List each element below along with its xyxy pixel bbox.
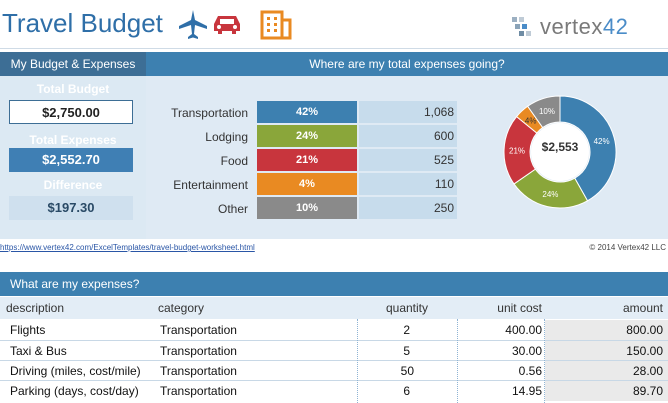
category-label-entertainment: Entertainment bbox=[173, 178, 248, 192]
percent-bar-entertainment: 4% bbox=[257, 173, 357, 195]
cell-amount: 89.70 bbox=[632, 384, 663, 398]
donut-label-other: 10% bbox=[539, 107, 555, 116]
donut-slice-other bbox=[526, 95, 561, 129]
percent-bar-food: 21% bbox=[257, 149, 357, 171]
vertex42-logo-text: vertex42 bbox=[540, 14, 629, 39]
page-title: Travel Budget bbox=[2, 8, 163, 38]
cell-description[interactable]: Parking (days, cost/day) bbox=[10, 384, 139, 398]
template-link[interactable]: https://www.vertex42.com/ExcelTemplates/… bbox=[0, 243, 255, 252]
table-row[interactable]: Driving (miles, cost/mile) Transportatio… bbox=[0, 361, 668, 381]
airplane-icon bbox=[179, 10, 207, 39]
category-label-transportation: Transportation bbox=[171, 106, 248, 120]
column-divider bbox=[544, 319, 545, 403]
donut-label-food: 21% bbox=[509, 146, 525, 155]
amount-entertainment: 110 bbox=[359, 173, 457, 195]
donut-label-entertainment: 4% bbox=[525, 117, 537, 126]
cell-description[interactable]: Taxi & Bus bbox=[10, 344, 67, 358]
total-budget-input[interactable]: $2,750.00 bbox=[9, 100, 133, 124]
difference-value: $197.30 bbox=[9, 196, 133, 220]
category-label-other: Other bbox=[217, 202, 248, 216]
cell-amount: 150.00 bbox=[626, 344, 663, 358]
total-expenses-value: $2,552.70 bbox=[9, 148, 133, 172]
donut-center-total: $2,553 bbox=[541, 140, 579, 154]
expenses-panel-title: What are my expenses? bbox=[0, 272, 668, 296]
column-divider bbox=[457, 319, 458, 403]
amount-other: 250 bbox=[359, 197, 457, 219]
table-row[interactable]: Flights Transportation 2 400.00 800.00 bbox=[0, 320, 668, 340]
car-icon bbox=[214, 16, 240, 34]
vertex42-logo-mark-icon bbox=[512, 17, 531, 36]
summary-panel-title: My Budget & Expenses bbox=[0, 52, 146, 76]
donut-hole bbox=[531, 123, 589, 181]
col-header-amount: amount bbox=[622, 301, 663, 315]
cell-category[interactable]: Transportation bbox=[160, 364, 237, 378]
cell-unit-cost[interactable]: 0.56 bbox=[518, 364, 542, 378]
cell-unit-cost[interactable]: 14.95 bbox=[511, 384, 542, 398]
amount-transportation: 1,068 bbox=[359, 101, 457, 123]
cell-amount: 800.00 bbox=[626, 323, 663, 337]
difference-label: Difference bbox=[43, 178, 103, 192]
donut-label-lodging: 24% bbox=[542, 190, 558, 199]
cell-description[interactable]: Driving (miles, cost/mile) bbox=[10, 364, 141, 378]
col-header-description: description bbox=[6, 301, 65, 315]
cell-unit-cost[interactable]: 400.00 bbox=[505, 323, 542, 337]
cell-category[interactable]: Transportation bbox=[160, 384, 237, 398]
expense-donut-chart: 42% 24% 21% 4%10% bbox=[503, 95, 617, 209]
breakdown-panel-title: Where are my total expenses going? bbox=[146, 52, 668, 76]
table-row[interactable]: Taxi & Bus Transportation 5 30.00 150.00 bbox=[0, 341, 668, 361]
cell-category[interactable]: Transportation bbox=[160, 323, 237, 337]
category-label-food: Food bbox=[220, 154, 248, 168]
copyright-text: © 2014 Vertex42 LLC bbox=[589, 243, 666, 252]
cell-description[interactable]: Flights bbox=[10, 323, 46, 337]
total-budget-label: Total Budget bbox=[36, 82, 110, 96]
cell-amount: 28.00 bbox=[632, 364, 663, 378]
expenses-column-header-row bbox=[0, 297, 668, 319]
col-header-unit-cost: unit cost bbox=[497, 301, 542, 315]
cell-quantity[interactable]: 6 bbox=[403, 384, 410, 398]
vertex42-logo: vertex42 bbox=[510, 12, 628, 42]
table-row[interactable]: Parking (days, cost/day) Transportation … bbox=[0, 381, 668, 401]
row-divider bbox=[0, 340, 668, 341]
cell-quantity[interactable]: 5 bbox=[403, 344, 410, 358]
percent-bar-other: 10% bbox=[257, 197, 357, 219]
row-divider bbox=[0, 380, 668, 381]
amount-lodging: 600 bbox=[359, 125, 457, 147]
donut-label-transportation: 42% bbox=[594, 137, 610, 146]
amount-food: 525 bbox=[359, 149, 457, 171]
building-icon bbox=[260, 10, 292, 40]
percent-bar-lodging: 24% bbox=[257, 125, 357, 147]
cell-unit-cost[interactable]: 30.00 bbox=[511, 344, 542, 358]
row-divider bbox=[0, 360, 668, 361]
percent-bar-transportation: 42% bbox=[257, 101, 357, 123]
header-divider bbox=[0, 48, 668, 49]
cell-quantity[interactable]: 2 bbox=[403, 323, 410, 337]
col-header-category: category bbox=[158, 301, 205, 315]
cell-category[interactable]: Transportation bbox=[160, 344, 237, 358]
col-header-quantity: quantity bbox=[385, 301, 428, 315]
donut-slice-transportation bbox=[559, 95, 617, 202]
column-divider bbox=[357, 319, 358, 403]
total-expenses-label: Total Expenses bbox=[29, 133, 117, 147]
category-label-lodging: Lodging bbox=[205, 130, 248, 144]
cell-quantity[interactable]: 50 bbox=[400, 364, 414, 378]
